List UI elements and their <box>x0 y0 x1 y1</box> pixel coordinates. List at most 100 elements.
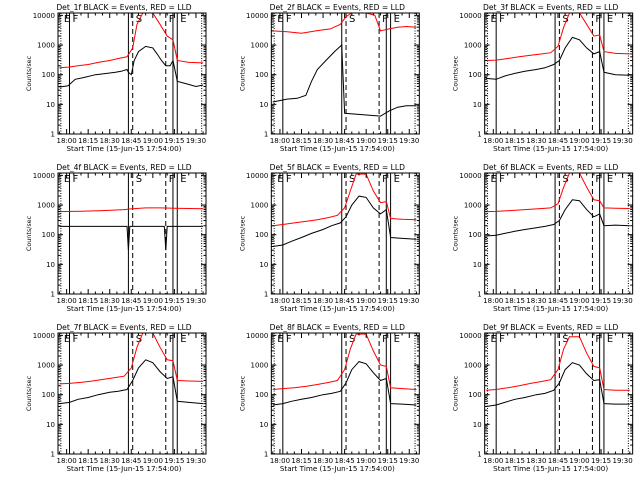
series-events-line <box>59 359 204 405</box>
x-axis-label: Start Time (15-Jun-15 17:54:00) <box>493 304 608 313</box>
x-tick-label: 19:30 <box>613 297 633 305</box>
plot-frame <box>57 332 207 455</box>
y-tick-label: 10 <box>259 421 268 429</box>
marker-label: E <box>277 334 283 345</box>
x-tick-label: 18:30 <box>313 297 333 305</box>
marker-label: F <box>286 174 292 185</box>
y-tick-label: 100 <box>42 391 55 399</box>
chart-title: Det_5f BLACK = Events, RED = LLD <box>270 163 405 172</box>
marker-label: E <box>394 334 400 345</box>
x-tick-label: 18:30 <box>526 297 546 305</box>
x-tick-label: 18:30 <box>313 137 333 145</box>
x-tick-label: 18:15 <box>291 457 311 465</box>
y-tick-label: 1000 <box>37 362 55 370</box>
series-lld-line <box>272 173 417 227</box>
y-axis-label: Counts/sec <box>452 375 460 411</box>
x-tick-label: 18:00 <box>483 297 503 305</box>
x-tick-label: 19:00 <box>143 457 163 465</box>
y-tick-label: 10000 <box>459 172 481 180</box>
x-tick-label: 19:30 <box>613 137 633 145</box>
y-tick-label: 10 <box>259 261 268 269</box>
y-tick-label: 1 <box>264 451 268 459</box>
marker-label: F <box>499 14 505 25</box>
x-tick-label: 18:00 <box>270 297 290 305</box>
marker-label: F <box>499 174 505 185</box>
y-tick-label: 10 <box>473 261 482 269</box>
x-tick-label: 19:00 <box>143 297 163 305</box>
marker-label: E <box>277 174 283 185</box>
x-tick-label: 19:15 <box>164 457 184 465</box>
x-axis-label: Start Time (15-Jun-15 17:54:00) <box>280 464 395 473</box>
y-tick-label: 10 <box>46 261 55 269</box>
x-tick-label: 18:00 <box>483 137 503 145</box>
chart-title: Det_7f BLACK = Events, RED = LLD <box>56 323 191 332</box>
marker-label: S <box>349 174 355 185</box>
marker-label: S <box>136 334 142 345</box>
y-tick-label: 100 <box>255 391 268 399</box>
series-lld-line <box>486 336 630 391</box>
y-tick-label: 1000 <box>251 202 269 210</box>
series-lld-line <box>59 13 204 69</box>
x-tick-label: 19:30 <box>399 137 419 145</box>
x-tick-label: 18:15 <box>78 457 98 465</box>
y-tick-label: 1000 <box>251 362 269 370</box>
series-events-line <box>272 43 417 117</box>
marker-label: F <box>169 14 175 25</box>
y-tick-label: 1000 <box>464 362 482 370</box>
plot-frame <box>270 172 420 295</box>
y-tick-label: 1 <box>477 451 481 459</box>
x-tick-label: 18:45 <box>548 137 568 145</box>
y-tick-label: 1000 <box>464 202 482 210</box>
plot-frame <box>484 172 634 295</box>
x-tick-label: 18:00 <box>57 297 77 305</box>
x-tick-label: 18:45 <box>335 137 355 145</box>
marker-label: F <box>72 334 78 345</box>
y-tick-label: 10000 <box>33 12 55 20</box>
x-axis-label: Start Time (15-Jun-15 17:54:00) <box>66 144 181 153</box>
y-tick-label: 10 <box>46 101 55 109</box>
x-tick-label: 19:00 <box>143 137 163 145</box>
x-tick-label: 18:00 <box>270 137 290 145</box>
marker-label: E <box>180 174 186 185</box>
marker-label: E <box>180 14 186 25</box>
x-tick-label: 18:00 <box>57 137 77 145</box>
chart-title: Det_4f BLACK = Events, RED = LLD <box>56 163 191 172</box>
x-tick-label: 19:00 <box>569 457 589 465</box>
marker-label: S <box>349 14 355 25</box>
x-tick-label: 18:45 <box>121 297 141 305</box>
x-tick-label: 18:15 <box>505 457 525 465</box>
marker-label: F <box>382 334 388 345</box>
marker-label: E <box>394 14 400 25</box>
marker-label: F <box>595 174 601 185</box>
chart-title: Det_9f BLACK = Events, RED = LLD <box>483 323 618 332</box>
y-tick-label: 10 <box>259 101 268 109</box>
y-tick-label: 10 <box>473 101 482 109</box>
x-tick-label: 19:00 <box>356 137 376 145</box>
series-events-line <box>486 36 630 80</box>
marker-label: S <box>136 14 142 25</box>
x-axis-label: Start Time (15-Jun-15 17:54:00) <box>280 144 395 153</box>
x-tick-label: 18:45 <box>548 297 568 305</box>
series-events-line <box>486 199 630 237</box>
y-tick-label: 100 <box>42 71 55 79</box>
marker-label: E <box>491 14 497 25</box>
x-tick-label: 18:45 <box>121 457 141 465</box>
x-tick-label: 18:15 <box>505 137 525 145</box>
y-tick-label: 10000 <box>459 12 481 20</box>
y-axis-label: Counts/sec <box>238 215 246 251</box>
x-tick-label: 18:15 <box>78 137 98 145</box>
marker-label: E <box>394 174 400 185</box>
y-tick-label: 1000 <box>37 42 55 50</box>
chart-title: Det_6f BLACK = Events, RED = LLD <box>483 163 618 172</box>
marker-label: F <box>499 334 505 345</box>
x-tick-label: 19:15 <box>378 457 398 465</box>
series-events-line <box>59 225 204 251</box>
x-tick-label: 19:15 <box>378 137 398 145</box>
